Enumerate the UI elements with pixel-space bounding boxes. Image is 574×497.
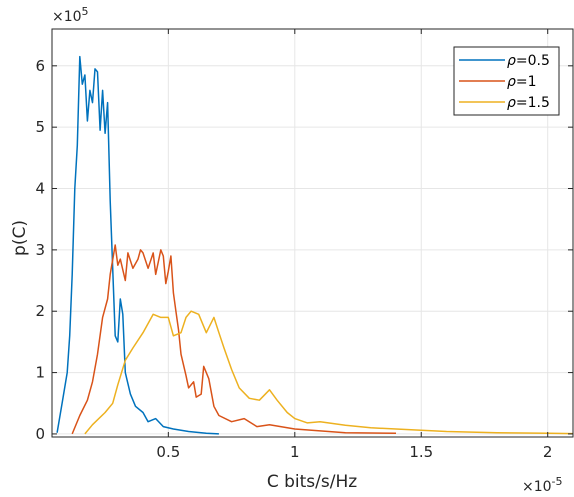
series-layer: [56, 55, 574, 435]
legend-entry-3: ρ=1.5: [459, 95, 550, 111]
ticks: 0.5 1 1.5 2 0 1 2 3 4 5 6: [35, 29, 573, 461]
y-tick-label: 2: [35, 302, 45, 320]
legend-entry-2: ρ=1: [459, 74, 537, 90]
series-line-1: [56, 55, 219, 435]
y-tick-label: 0: [35, 425, 45, 443]
legend-label-1: ρ=0.5: [507, 53, 550, 69]
plot-box: [51, 28, 574, 438]
y-tick-label: 5: [35, 118, 45, 136]
x-axis-label: C bits/s/Hz: [267, 472, 357, 492]
y-tick-label: 4: [35, 180, 45, 198]
x-exponent: ×10-5: [522, 475, 563, 495]
x-tick-label: 1: [290, 443, 300, 461]
series-line-3: [84, 310, 574, 435]
x-tick-label: 2: [543, 443, 553, 461]
y-exponent: ×105: [52, 5, 89, 25]
x-tick-label: 1.5: [409, 443, 433, 461]
x-tick-label: 0.5: [156, 443, 180, 461]
y-tick-label: 3: [35, 241, 45, 259]
legend-label-3: ρ=1.5: [507, 95, 550, 111]
legend-entry-1: ρ=0.5: [459, 53, 550, 69]
y-tick-label: 6: [35, 57, 45, 75]
legend: ρ=0.5 ρ=1 ρ=1.5: [453, 46, 560, 116]
legend-label-2: ρ=1: [507, 74, 537, 90]
y-tick-label: 1: [35, 364, 45, 382]
y-axis-label: p(C): [10, 220, 30, 256]
series-line-2: [71, 244, 397, 435]
